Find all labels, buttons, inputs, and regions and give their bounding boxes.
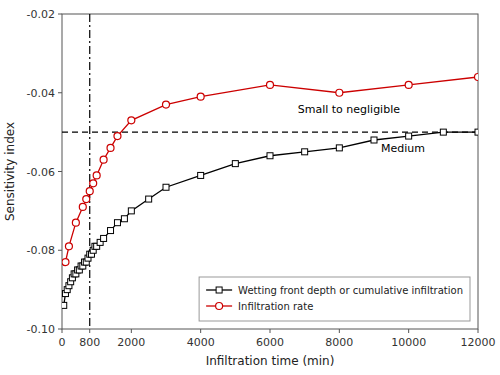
y-tick-label: -0.02 bbox=[27, 8, 55, 21]
background bbox=[0, 0, 500, 375]
reference-line bbox=[62, 132, 478, 133]
x-tick bbox=[478, 329, 479, 333]
series-marker bbox=[406, 133, 412, 139]
x-tick bbox=[270, 329, 271, 333]
series-marker bbox=[267, 153, 273, 159]
series-marker bbox=[163, 184, 169, 190]
series-marker bbox=[440, 129, 446, 135]
x-tick-label: 4000 bbox=[187, 336, 215, 349]
annotation: Medium bbox=[381, 142, 425, 155]
series-marker bbox=[336, 145, 342, 151]
y-tick bbox=[58, 329, 62, 330]
y-tick-label: -0.06 bbox=[27, 166, 55, 179]
series-marker bbox=[62, 259, 69, 266]
series-marker bbox=[107, 144, 114, 151]
series-marker bbox=[65, 243, 72, 250]
series-marker bbox=[101, 235, 107, 241]
series-marker bbox=[128, 208, 134, 214]
series-marker bbox=[72, 219, 79, 226]
series-marker bbox=[197, 93, 204, 100]
series-marker bbox=[302, 149, 308, 155]
series-marker bbox=[121, 216, 127, 222]
series-marker bbox=[128, 117, 135, 124]
x-tick bbox=[200, 329, 201, 333]
series-marker bbox=[62, 302, 67, 308]
x-tick bbox=[339, 329, 340, 333]
series-marker bbox=[90, 180, 97, 187]
x-tick-label: 8000 bbox=[325, 336, 353, 349]
x-tick-label: 0 bbox=[59, 336, 66, 349]
x-tick-label: 800 bbox=[79, 336, 100, 349]
y-tick-label: -0.10 bbox=[27, 323, 55, 336]
series-marker bbox=[83, 196, 90, 203]
series-marker bbox=[93, 172, 100, 179]
reference-line bbox=[89, 14, 90, 329]
annotation: Small to negligible bbox=[298, 103, 400, 116]
series-marker bbox=[146, 196, 152, 202]
series-marker bbox=[232, 161, 238, 167]
series-marker bbox=[163, 101, 170, 108]
x-tick-label: 12000 bbox=[461, 336, 496, 349]
plot-area bbox=[62, 14, 478, 329]
x-tick-label: 6000 bbox=[256, 336, 284, 349]
y-tick-label: -0.04 bbox=[27, 87, 55, 100]
series-line bbox=[65, 77, 478, 262]
series-marker bbox=[475, 74, 479, 81]
legend-marker bbox=[216, 303, 223, 310]
y-axis-label: Sensitivity index bbox=[3, 122, 17, 221]
x-tick bbox=[62, 329, 63, 333]
x-tick bbox=[131, 329, 132, 333]
y-tick bbox=[58, 14, 62, 15]
legend-marker bbox=[216, 287, 222, 293]
series-marker bbox=[114, 220, 120, 226]
x-tick bbox=[408, 329, 409, 333]
legend-label: Wetting front depth or cumulative infilt… bbox=[238, 285, 463, 296]
series-marker bbox=[336, 89, 343, 96]
series-marker bbox=[405, 81, 412, 88]
series-marker bbox=[108, 228, 114, 234]
series-marker bbox=[86, 188, 93, 195]
x-tick bbox=[89, 329, 90, 333]
y-tick bbox=[58, 171, 62, 172]
x-axis-label: Infiltration time (min) bbox=[206, 354, 335, 368]
series-marker bbox=[100, 156, 107, 163]
series-marker bbox=[267, 81, 274, 88]
series-marker bbox=[114, 133, 121, 140]
y-tick bbox=[58, 92, 62, 93]
legend-label: Infiltration rate bbox=[238, 301, 313, 312]
y-tick bbox=[58, 250, 62, 251]
series-marker bbox=[79, 203, 86, 210]
series-marker bbox=[198, 172, 204, 178]
series-marker bbox=[475, 129, 478, 135]
x-tick-label: 2000 bbox=[117, 336, 145, 349]
plot-frame bbox=[62, 14, 478, 329]
y-tick-label: -0.08 bbox=[27, 244, 55, 257]
legend-box bbox=[199, 277, 470, 321]
legend: Wetting front depth or cumulative infilt… bbox=[199, 277, 470, 321]
x-tick-label: 10000 bbox=[391, 336, 426, 349]
series-marker bbox=[371, 137, 377, 143]
